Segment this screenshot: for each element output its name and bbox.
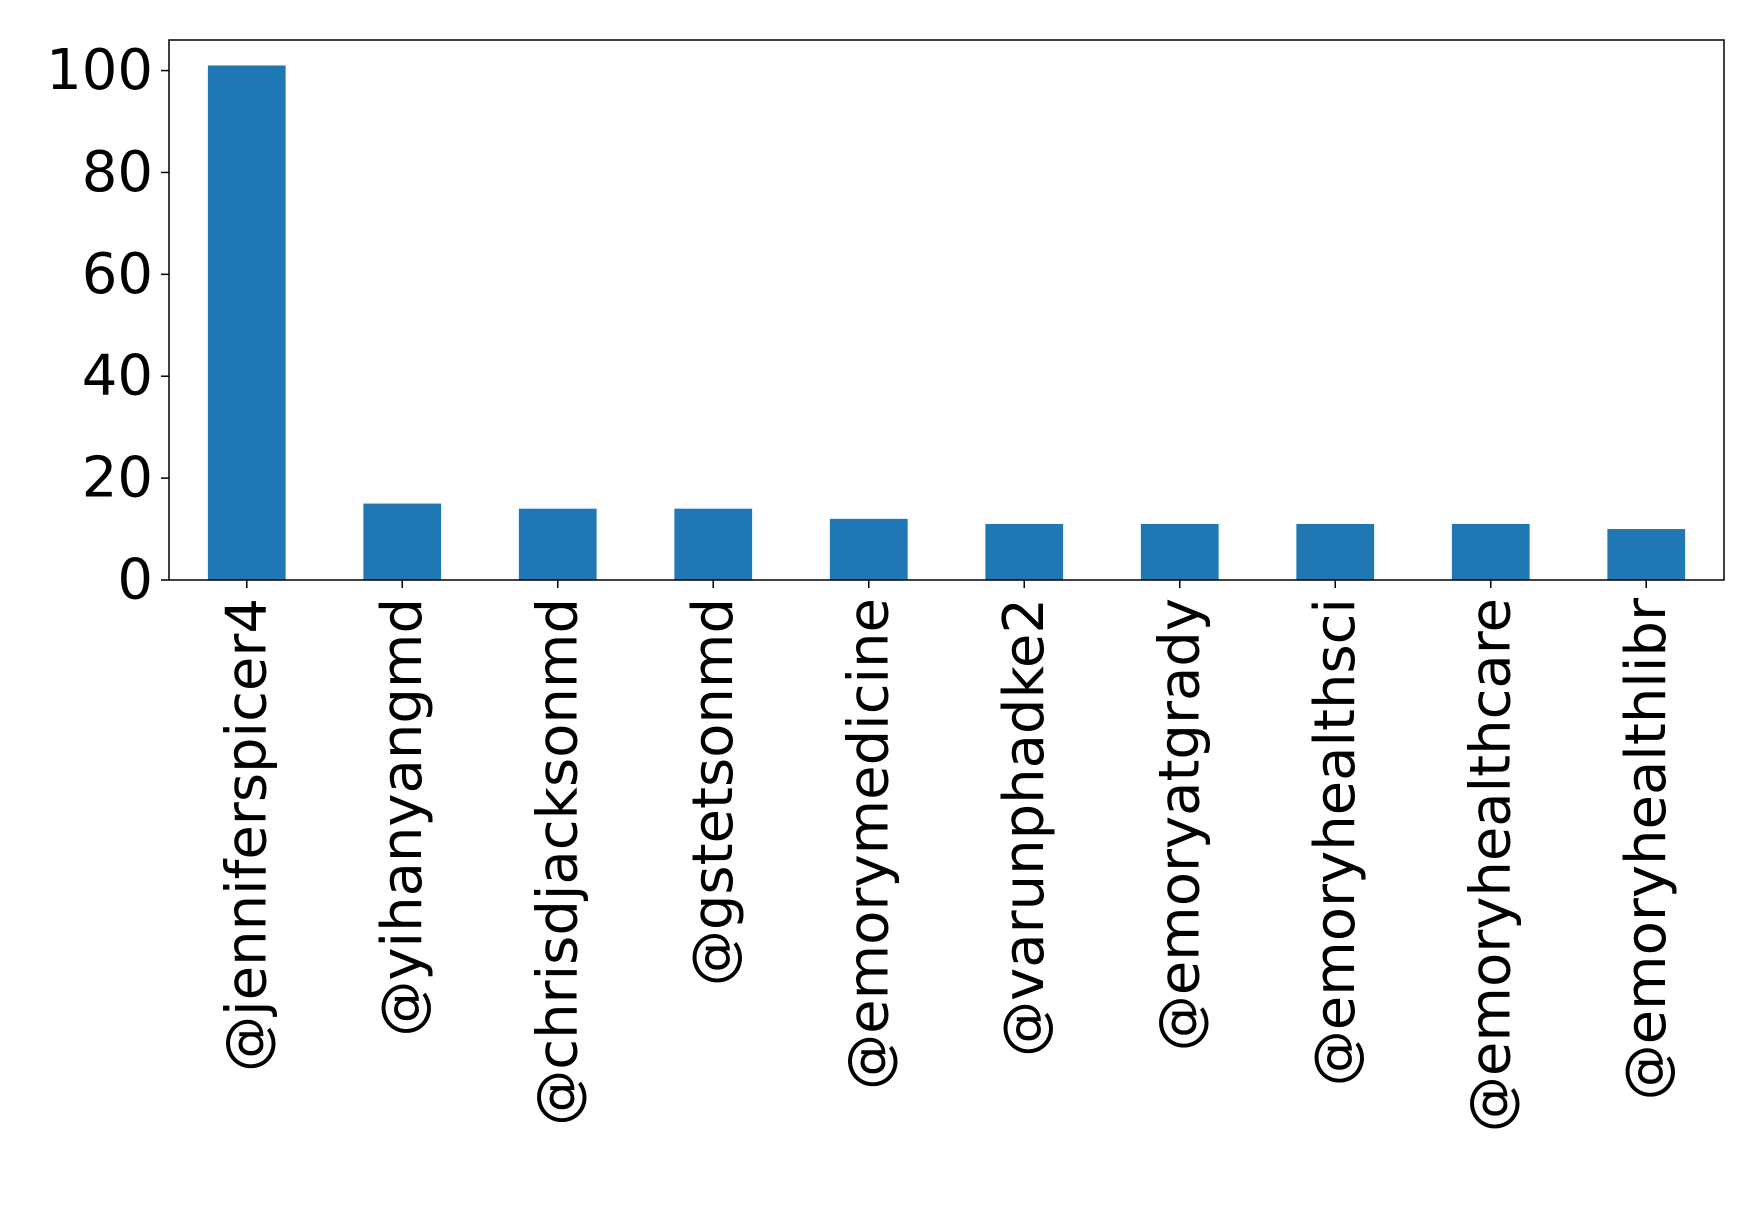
bar	[207, 65, 286, 581]
y-tick-label: 20	[82, 446, 153, 511]
y-axis-ticks: 0 20 40 60 80 100	[46, 38, 169, 613]
x-category-label: @emoryhealthlibr	[1614, 597, 1679, 1100]
bars-layer	[207, 65, 1686, 581]
x-category-label: @varunphadke2	[992, 598, 1057, 1057]
bar	[674, 508, 753, 580]
bar	[1296, 523, 1375, 580]
x-category-label: @emoryatgrady	[1147, 598, 1212, 1051]
plot-frame	[168, 39, 1725, 581]
x-category-label: @emoryhealthsci	[1303, 598, 1368, 1086]
x-category-label: @yihanyangmd	[370, 598, 435, 1037]
bar	[363, 503, 442, 580]
x-category-label: @chrisdjacksonmd	[525, 598, 590, 1126]
y-tick-label: 0	[117, 548, 153, 613]
bar	[985, 523, 1064, 580]
bar	[829, 518, 908, 580]
x-axis-ticks: @jenniferspicer4 @yihanyangmd @chrisdjacks…	[214, 580, 1679, 1132]
bar	[1451, 523, 1530, 580]
y-tick-label: 60	[82, 242, 153, 307]
y-tick-label: 80	[82, 140, 153, 205]
y-tick-label: 100	[46, 38, 153, 103]
bar	[1607, 529, 1686, 580]
bar	[1140, 523, 1219, 580]
x-category-label: @emorymedicine	[836, 598, 901, 1090]
x-category-label: @gstetsonmd	[681, 598, 746, 986]
bar	[518, 508, 597, 580]
x-category-label: @emoryhealthcare	[1458, 598, 1523, 1132]
y-tick-label: 40	[82, 344, 153, 409]
x-category-label: @jenniferspicer4	[214, 598, 279, 1072]
